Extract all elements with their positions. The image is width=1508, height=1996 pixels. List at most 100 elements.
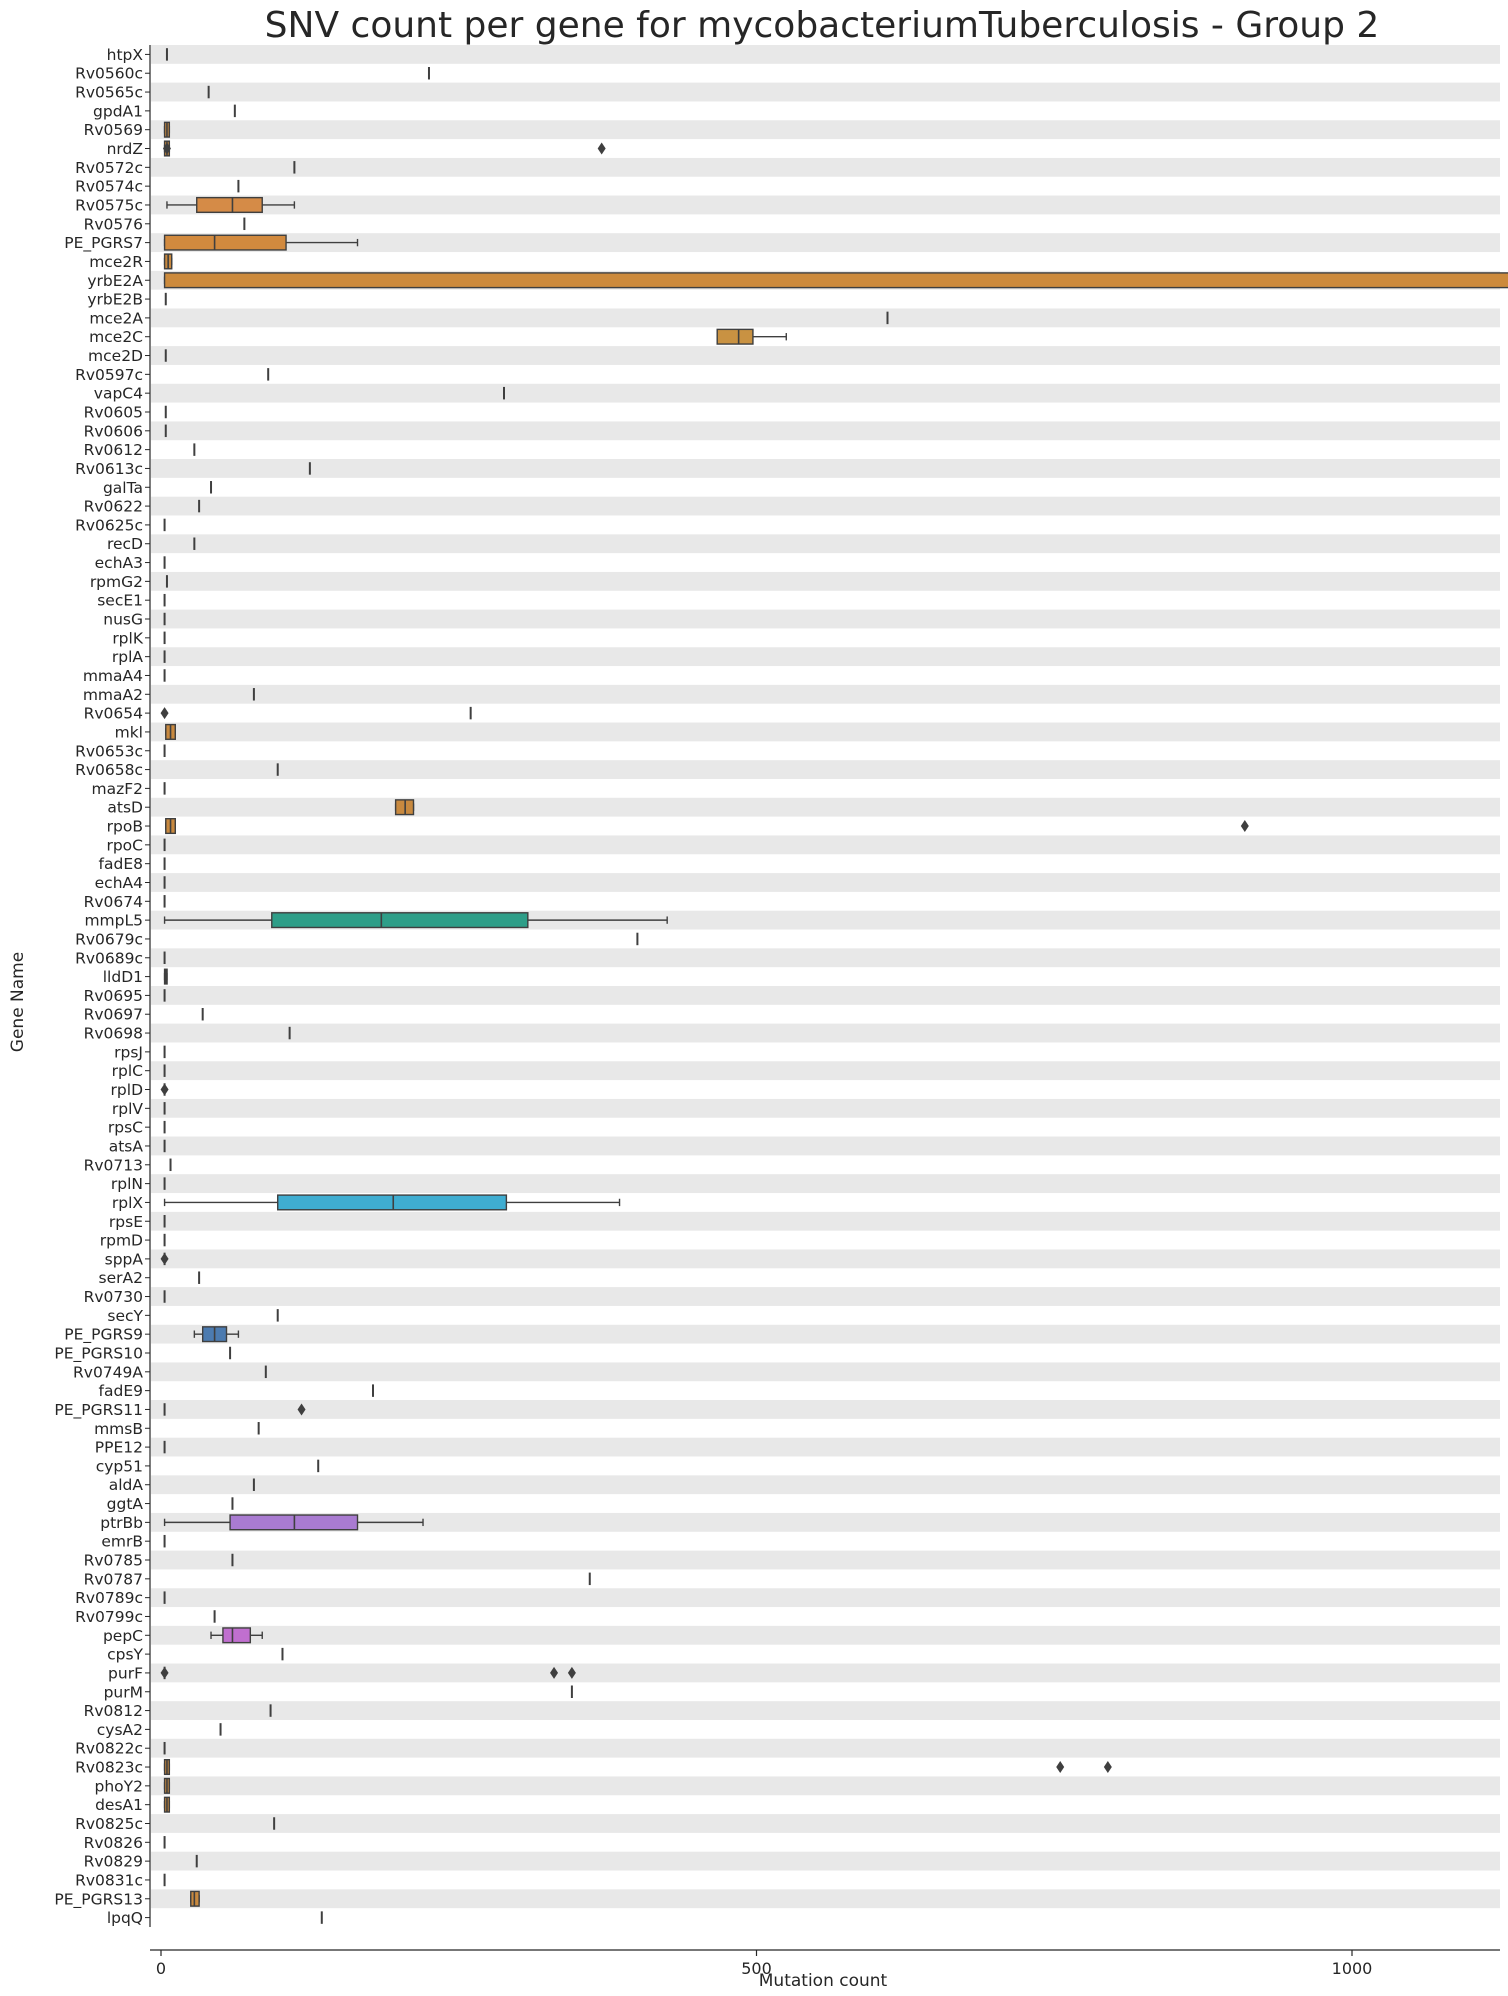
row-stripe xyxy=(151,1362,1500,1382)
row-stripe xyxy=(151,157,1500,177)
row-stripe xyxy=(151,459,1500,478)
y-tick-label: lpqQ xyxy=(107,1909,143,1927)
y-tick-label: echA3 xyxy=(95,554,143,572)
y-tick-label: purF xyxy=(108,1664,143,1682)
outlier-point xyxy=(1103,1761,1112,1774)
outlier-point xyxy=(597,142,606,155)
outlier-point xyxy=(160,707,169,720)
y-tick-label: rpoB xyxy=(107,818,143,836)
x-axis-label: Mutation count xyxy=(759,1971,888,1991)
row-stripe xyxy=(151,948,1500,968)
y-tick-label: ptrBb xyxy=(100,1514,143,1532)
y-tick-label: PE_PGRS7 xyxy=(64,234,143,253)
row-stripe xyxy=(151,120,1500,140)
y-tick-label: rpmG2 xyxy=(90,573,143,591)
iqr-box xyxy=(222,1627,252,1644)
x-tick-label: 0 xyxy=(156,1959,166,1978)
gene-box xyxy=(165,723,176,740)
y-tick-label: rpmD xyxy=(100,1232,143,1250)
y-tick-label: Rv0625c xyxy=(75,516,143,534)
outlier-point xyxy=(162,142,171,155)
chart-title: SNV count per gene for mycobacteriumTube… xyxy=(265,5,1380,46)
y-tick-label: rplK xyxy=(112,629,144,647)
row-stripe xyxy=(151,1512,1500,1532)
y-tick-label: yrbE2B xyxy=(87,291,143,309)
row-stripe xyxy=(151,1136,1500,1156)
iqr-box xyxy=(163,234,287,251)
row-stripe xyxy=(151,873,1500,892)
row-stripe xyxy=(151,647,1500,667)
gene-box xyxy=(163,1514,424,1531)
row-stripe xyxy=(151,1324,1500,1344)
y-tick-label: Rv0572c xyxy=(75,159,143,177)
outlier-point xyxy=(160,1666,169,1679)
row-stripe xyxy=(151,835,1500,855)
y-tick-label: cpsY xyxy=(107,1646,143,1664)
row-stripe xyxy=(151,1475,1500,1495)
row-stripe xyxy=(151,760,1500,779)
y-tick-label: nrdZ xyxy=(107,140,143,158)
y-tick-label: pepC xyxy=(103,1627,143,1645)
gene-box xyxy=(160,1666,576,1680)
y-tick-label: rpsC xyxy=(108,1119,143,1137)
y-tick-label: atsD xyxy=(107,799,143,817)
y-tick-label: ggtA xyxy=(107,1495,144,1513)
x-axis: 0500100015002000 xyxy=(150,1949,1500,1978)
row-stripe xyxy=(151,1701,1500,1720)
iqr-box xyxy=(163,272,1508,289)
row-stripe xyxy=(151,1061,1500,1081)
row-stripe xyxy=(151,534,1500,554)
row-stripe xyxy=(151,1023,1500,1043)
y-tick-label: secE1 xyxy=(97,592,143,610)
y-tick-label: Rv0576 xyxy=(84,215,143,233)
y-tick-label: yrbE2A xyxy=(87,272,143,290)
iqr-box xyxy=(716,328,754,345)
gene-box xyxy=(162,140,606,157)
y-tick-label: Rv0622 xyxy=(84,498,143,516)
y-tick-label: fadE9 xyxy=(99,1382,143,1400)
y-tick-label: cysA2 xyxy=(97,1721,143,1739)
y-tick-label: PE_PGRS13 xyxy=(54,1890,143,1909)
y-tick-label: Rv0789c xyxy=(75,1589,143,1607)
row-stripe xyxy=(151,1174,1500,1194)
gene-box xyxy=(163,1403,306,1416)
y-tick-label: mkl xyxy=(115,723,143,741)
gene-box xyxy=(394,799,415,816)
y-tick-label: Rv0826 xyxy=(84,1834,143,1852)
y-tick-label: PE_PGRS9 xyxy=(64,1326,143,1345)
row-stripe xyxy=(151,1663,1500,1683)
y-tick-label: Rv0825c xyxy=(75,1815,143,1833)
y-tick-label: Rv0565c xyxy=(75,84,143,102)
y-tick-label: echA4 xyxy=(95,874,143,892)
y-tick-label: rpoC xyxy=(106,836,143,854)
gene-box xyxy=(163,912,668,929)
y-tick-label: mce2D xyxy=(88,347,143,365)
row-stripe xyxy=(151,1211,1500,1231)
y-tick-label: nusG xyxy=(103,611,143,629)
y-tick-label: rpsJ xyxy=(114,1043,143,1061)
y-tick-label: Rv0785 xyxy=(84,1552,143,1570)
gene-box xyxy=(163,234,359,251)
y-tick-label: Rv0730 xyxy=(84,1288,143,1306)
y-tick-label: Rv0674 xyxy=(84,893,143,911)
gene-box xyxy=(163,272,1508,289)
y-tick-label: PE_PGRS10 xyxy=(54,1344,143,1363)
row-stripe xyxy=(151,82,1500,102)
outlier-point xyxy=(297,1403,306,1416)
row-stripe xyxy=(151,1287,1500,1306)
row-stripe xyxy=(151,383,1500,403)
row-stripe xyxy=(151,1814,1500,1833)
y-tick-label: rplD xyxy=(111,1081,144,1099)
row-stripe xyxy=(151,1437,1500,1457)
y-tick-label: Rv0569 xyxy=(84,121,143,139)
outlier-point xyxy=(1056,1761,1065,1774)
y-tick-label: Rv0829 xyxy=(84,1853,143,1871)
gene-box xyxy=(160,1252,169,1266)
y-tick-label: Rv0575c xyxy=(75,196,143,214)
gene-box xyxy=(163,968,168,985)
outlier-point xyxy=(567,1666,576,1679)
row-stripe xyxy=(151,1851,1500,1871)
row-stripe xyxy=(151,1098,1500,1118)
x-tick-label: 1000 xyxy=(1332,1959,1373,1978)
